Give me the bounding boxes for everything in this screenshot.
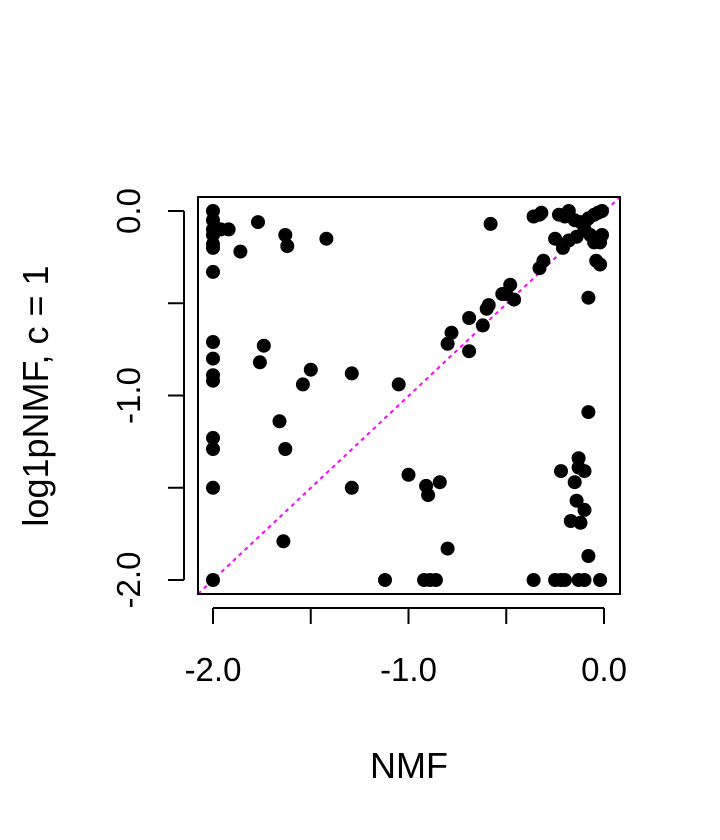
plot-frame: [197, 196, 621, 595]
data-point: [303, 362, 318, 377]
y-axis-title: log1pNMF, c = 1: [15, 265, 56, 526]
data-point: [344, 366, 359, 381]
data-point: [206, 442, 220, 456]
x-axis-title: NMF: [370, 745, 448, 786]
data-point: [206, 351, 220, 366]
reference-line: [197, 196, 621, 595]
data-point: [462, 311, 477, 325]
data-point: [421, 488, 436, 503]
data-point: [440, 541, 455, 556]
x-axis: -2.0 -1.0 0.0: [185, 607, 627, 688]
y-tick-label: -2.0: [110, 552, 147, 609]
data-point: [444, 325, 459, 340]
data-point: [526, 573, 541, 587]
data-point: [251, 215, 265, 230]
data-point: [577, 573, 592, 587]
data-point: [536, 253, 551, 268]
data-point: [507, 292, 522, 307]
data-point: [581, 290, 596, 305]
data-point: [276, 534, 291, 549]
data-point: [577, 502, 592, 517]
data-point: [206, 480, 220, 495]
data-point: [206, 335, 220, 349]
data-point: [483, 216, 498, 231]
data-point: [563, 514, 578, 528]
points-layer: [206, 204, 609, 587]
data-point: [554, 464, 568, 479]
data-point: [280, 239, 295, 254]
data-point: [593, 573, 608, 587]
y-tick-label: -1.0: [110, 367, 147, 424]
y-axis: -2.0 -1.0 0.0: [110, 188, 185, 609]
data-point: [475, 318, 490, 333]
x-tick-label: -2.0: [185, 651, 242, 688]
data-point: [319, 231, 334, 246]
data-point: [581, 549, 596, 563]
data-point: [295, 377, 310, 392]
data-point: [495, 287, 510, 301]
data-point: [221, 222, 236, 237]
data-point: [206, 240, 220, 255]
data-point: [206, 573, 220, 587]
data-point: [378, 573, 392, 587]
data-point: [206, 373, 220, 388]
data-point: [555, 240, 570, 255]
y-tick-label: 0.0: [110, 188, 147, 234]
data-point: [577, 464, 592, 479]
data-point: [581, 405, 596, 420]
reference-line-layer: [197, 196, 621, 595]
data-point: [432, 475, 447, 490]
data-point: [557, 573, 572, 587]
data-point: [428, 573, 443, 587]
data-point: [344, 480, 359, 495]
data-point: [278, 228, 293, 242]
data-point: [534, 205, 549, 220]
data-point: [440, 336, 455, 351]
data-point: [391, 377, 406, 392]
data-point: [278, 442, 293, 456]
data-point: [571, 451, 586, 466]
data-point: [595, 204, 609, 218]
data-point: [462, 344, 477, 359]
data-point: [479, 301, 494, 316]
data-point: [272, 414, 287, 429]
data-point: [252, 355, 267, 370]
data-point: [548, 231, 563, 246]
data-point: [256, 338, 271, 353]
data-point: [567, 475, 582, 490]
data-point: [233, 244, 248, 259]
x-tick-label: 0.0: [581, 651, 627, 688]
x-tick-label: -1.0: [380, 651, 437, 688]
data-point: [569, 493, 584, 508]
data-point: [206, 264, 220, 279]
data-point: [206, 430, 220, 445]
data-point: [589, 253, 604, 268]
data-point: [401, 467, 416, 482]
